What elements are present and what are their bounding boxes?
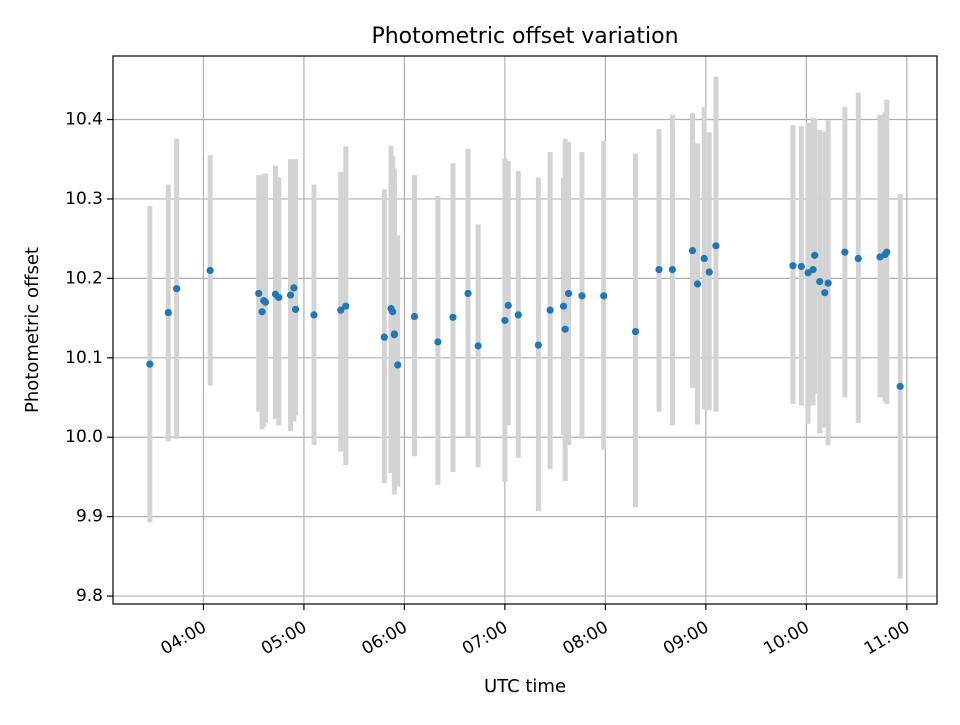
data-point: [821, 289, 829, 297]
data-point: [811, 251, 819, 259]
plot-frame: [112, 55, 938, 605]
data-point: [255, 289, 263, 298]
data-point: [534, 341, 542, 349]
data-point: [841, 248, 849, 256]
grid: [113, 56, 937, 604]
data-points: [146, 242, 904, 390]
y-axis-ticks: 9.8 9.9 10.0 10.1 10.2 10.3 10.4: [65, 110, 113, 606]
y-tick-label: 9.9: [76, 507, 103, 527]
data-point: [275, 293, 283, 302]
data-point: [286, 291, 295, 299]
y-axis-label: Photometric offset: [22, 247, 43, 413]
y-tick-label: 10.1: [65, 348, 103, 368]
y-tick-label: 10.0: [65, 427, 103, 447]
data-point: [504, 301, 512, 309]
data-point: [809, 266, 817, 274]
data-point: [816, 277, 824, 286]
y-tick-label: 10.2: [65, 268, 103, 288]
data-point: [474, 342, 482, 350]
data-point: [824, 279, 832, 287]
data-point: [291, 305, 300, 313]
data-point: [449, 313, 457, 321]
data-point: [564, 289, 573, 298]
data-point: [146, 360, 154, 368]
data-point: [559, 302, 568, 310]
data-point: [290, 284, 298, 292]
data-point: [600, 292, 608, 300]
data-point: [390, 331, 398, 339]
data-point: [693, 280, 702, 288]
data-point: [561, 325, 569, 333]
data-point: [655, 266, 663, 274]
data-point: [668, 266, 676, 274]
data-point: [434, 338, 442, 346]
data-point: [789, 262, 797, 270]
x-axis-label: UTC time: [484, 676, 566, 697]
data-point: [578, 292, 586, 300]
data-point: [464, 289, 472, 298]
data-point: [342, 302, 350, 310]
data-point: [700, 254, 708, 263]
data-point: [896, 382, 904, 390]
data-point: [173, 285, 181, 293]
data-point: [688, 246, 697, 255]
chart-title: Photometric offset variation: [371, 24, 678, 49]
data-point: [380, 333, 388, 341]
data-point: [389, 308, 397, 316]
data-point: [164, 308, 172, 317]
y-tick-label: 9.8: [76, 586, 103, 606]
data-point: [712, 242, 720, 250]
y-tick-label: 10.3: [65, 189, 103, 209]
data-point: [501, 316, 509, 325]
data-point: [705, 268, 713, 276]
data-point: [410, 312, 419, 321]
data-point: [514, 311, 522, 319]
data-point: [394, 361, 402, 369]
data-point: [337, 306, 345, 314]
data-point: [797, 262, 805, 271]
data-point: [206, 266, 214, 275]
data-point: [854, 254, 862, 263]
data-point: [883, 248, 891, 256]
data-point: [631, 327, 640, 336]
data-point: [261, 298, 270, 306]
data-point: [310, 311, 318, 319]
data-point: [258, 308, 266, 316]
y-tick-label: 10.4: [65, 110, 103, 130]
data-point: [546, 306, 554, 314]
